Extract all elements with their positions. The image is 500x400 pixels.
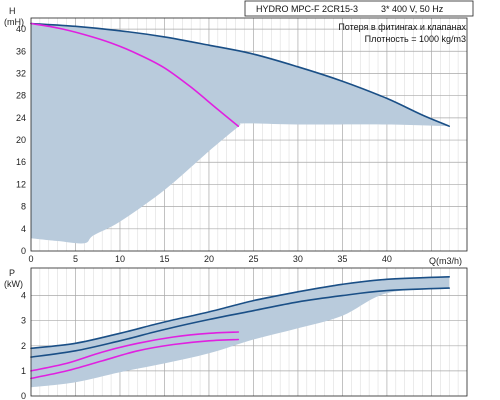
header-title: HYDRO MPC-F 2CR15-3 [256,4,358,14]
y-tick-label: 20 [16,135,26,145]
curve-series-0 [30,276,450,350]
curve-series-1 [30,287,450,358]
y-tick-label: 28 [16,91,26,101]
x-tick-label: 25 [248,254,258,264]
plot-frame [30,267,468,397]
y-tick-label: 40 [16,24,26,34]
chart-overlay: HYDRO MPC-F 2CR15-3 3* 400 V, 50 Hz Поте… [4,0,474,289]
x-tick-label: 30 [293,254,303,264]
power-axis-unit: (kW) [4,279,23,289]
x-tick-label: 0 [28,254,33,264]
power-chart-panel: 0 1 2 3 4 [21,267,468,400]
y-tick-label: 3 [21,316,26,326]
x-tick-label: 5 [73,254,78,264]
curve-series-0 [30,22,450,127]
y-tick-label: 0 [21,391,26,400]
x-tick-label: 40 [382,254,392,264]
y-tick-label: 1 [21,366,26,376]
x-tick-label: 15 [159,254,169,264]
curve-series-2 [30,331,240,372]
header-power: 3* 400 V, 50 Hz [381,4,444,14]
power-axis-label: P [9,268,15,278]
x-tick-label: 35 [337,254,347,264]
curve-series-1 [30,22,240,127]
plot-frame [30,17,468,252]
y-tick-label: 4 [21,291,26,301]
x-tick-label: 20 [204,254,214,264]
curve-series-3 [30,338,240,380]
operating-region [31,23,450,244]
operating-region [31,276,450,388]
head-chart-panel: 0 4 8 12 16 20 24 28 32 36 40 0 5 10 15 20 25 30 35 40 [16,17,468,264]
y-tick-label: 12 [16,179,26,189]
y-tick-label: 36 [16,46,26,56]
info-line-losses: Потеря в фитингах и клапанах [338,22,466,32]
head-axis-unit: (mH) [4,17,24,27]
header-box [244,0,474,17]
info-line-density: Плотность = 1000 kg/m3 [365,34,466,44]
x-tick-label: 10 [115,254,125,264]
y-tick-label: 24 [16,113,26,123]
flow-axis-label: Q(m3/h) [429,256,462,266]
y-tick-label: 16 [16,157,26,167]
y-tick-label: 0 [21,246,26,256]
y-tick-label: 32 [16,68,26,78]
y-tick-label: 4 [21,224,26,234]
y-tick-label: 2 [21,341,26,351]
y-tick-label: 8 [21,202,26,212]
head-axis-label: H [9,6,16,16]
